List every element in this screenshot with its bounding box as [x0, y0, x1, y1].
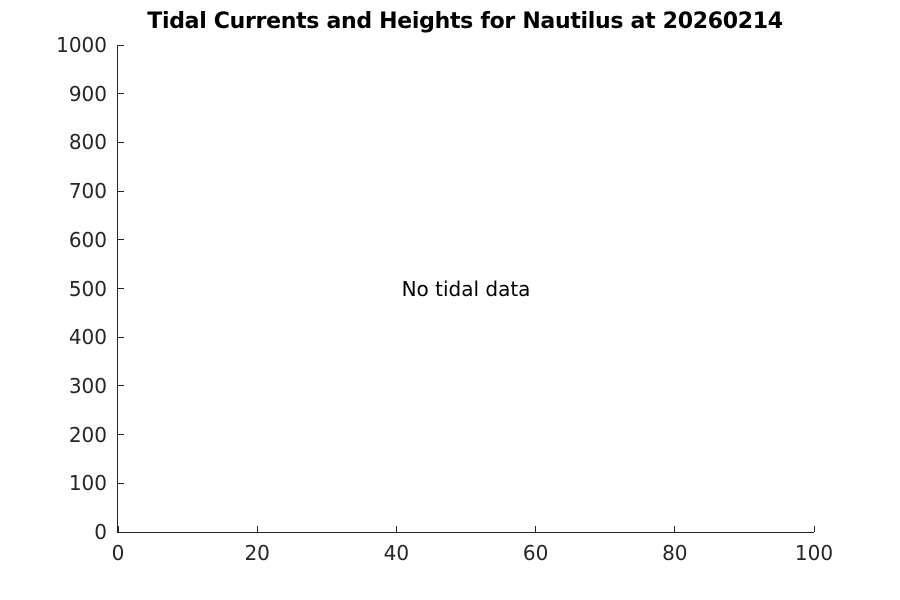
y-tick-label: 400 [68, 325, 107, 350]
x-tick-label: 20 [244, 541, 270, 565]
x-axis-tick [395, 526, 397, 532]
y-tick-label: 700 [68, 179, 107, 204]
x-axis-tick [535, 526, 537, 532]
x-axis-tick [813, 526, 815, 532]
y-tick-label: 800 [68, 130, 107, 155]
x-axis-tick [256, 526, 258, 532]
y-axis-tick [118, 482, 124, 484]
y-axis-tick [118, 239, 124, 241]
x-axis-tick [117, 526, 119, 532]
y-axis-tick [118, 141, 124, 143]
x-tick-label: 40 [383, 541, 410, 565]
y-axis-tick [118, 288, 124, 289]
y-tick-label: 1000 [56, 33, 107, 57]
y-axis-tick [118, 385, 124, 387]
y-tick-label: 0 [94, 520, 107, 544]
y-tick-label: 500 [68, 276, 107, 301]
y-axis-tick [118, 336, 124, 338]
plot-area: No tidal data 0 20 40 60 80 100 0 100 200 300 400 5… [56, 33, 833, 565]
x-tick-label: 100 [794, 541, 834, 565]
y-axis-tick [118, 44, 124, 46]
y-tick-label: 200 [68, 422, 107, 447]
y-tick-label: 300 [68, 373, 107, 398]
y-axis-tick [118, 93, 124, 95]
y-axis-tick [118, 531, 124, 533]
y-axis-tick [118, 190, 124, 192]
chart-title: Tidal Currents and Heights for Nautilus … [147, 9, 783, 34]
x-tick-label: 80 [662, 541, 688, 565]
no-data-annotation: No tidal data [401, 276, 531, 301]
y-tick-label: 600 [68, 227, 107, 252]
y-tick-label: 900 [68, 81, 107, 106]
x-tick-label: 0 [111, 541, 125, 565]
x-axis-tick [674, 526, 676, 532]
y-tick-label: 100 [68, 471, 107, 496]
x-tick-label: 60 [522, 541, 549, 565]
y-axis-tick [118, 434, 124, 436]
